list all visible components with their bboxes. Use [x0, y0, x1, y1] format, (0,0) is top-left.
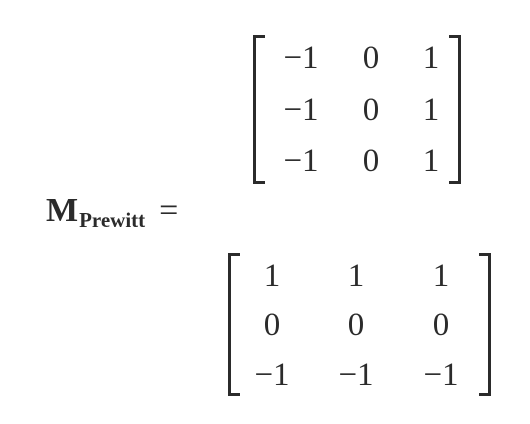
matrix-cell-r2c2: 0	[347, 307, 365, 343]
matrix-vertical-kernel: 1 1 1 0 0 0 −1 −1 −1	[228, 253, 491, 396]
matrix-cell-r3c1: −1	[283, 143, 319, 179]
equation-label: MPrewitt =	[46, 192, 179, 231]
right-bracket	[479, 253, 491, 396]
matrix-cell-r1c3: 1	[432, 258, 450, 294]
matrix-cell-r2c1: 0	[263, 307, 281, 343]
matrix-cell-r3c2: −1	[338, 357, 374, 393]
matrix-cell-r2c3: 1	[422, 92, 440, 128]
matrix-cell-r1c1: −1	[283, 40, 319, 76]
matrix-symbol: M	[46, 192, 79, 229]
matrix-cell-r2c3: 0	[432, 307, 450, 343]
matrix-cell-r3c3: −1	[423, 357, 459, 393]
matrix-cell-r1c2: 0	[362, 40, 380, 76]
matrix-cell-r3c2: 0	[362, 143, 380, 179]
left-bracket	[228, 253, 240, 396]
matrix-cell-r2c1: −1	[283, 92, 319, 128]
matrix-subscript: Prewitt	[79, 208, 146, 232]
left-bracket	[253, 35, 265, 184]
matrix-cell-r3c1: −1	[254, 357, 290, 393]
equals-sign: =	[159, 192, 179, 229]
right-bracket	[449, 35, 461, 184]
matrix-cell-r1c1: 1	[263, 258, 281, 294]
matrix-cell-r1c3: 1	[422, 40, 440, 76]
matrix-horizontal-kernel: −1 0 1 −1 0 1 −1 0 1	[253, 35, 461, 184]
matrix-cell-r3c3: 1	[422, 143, 440, 179]
matrix-cell-r2c2: 0	[362, 92, 380, 128]
matrix-cell-r1c2: 1	[347, 258, 365, 294]
